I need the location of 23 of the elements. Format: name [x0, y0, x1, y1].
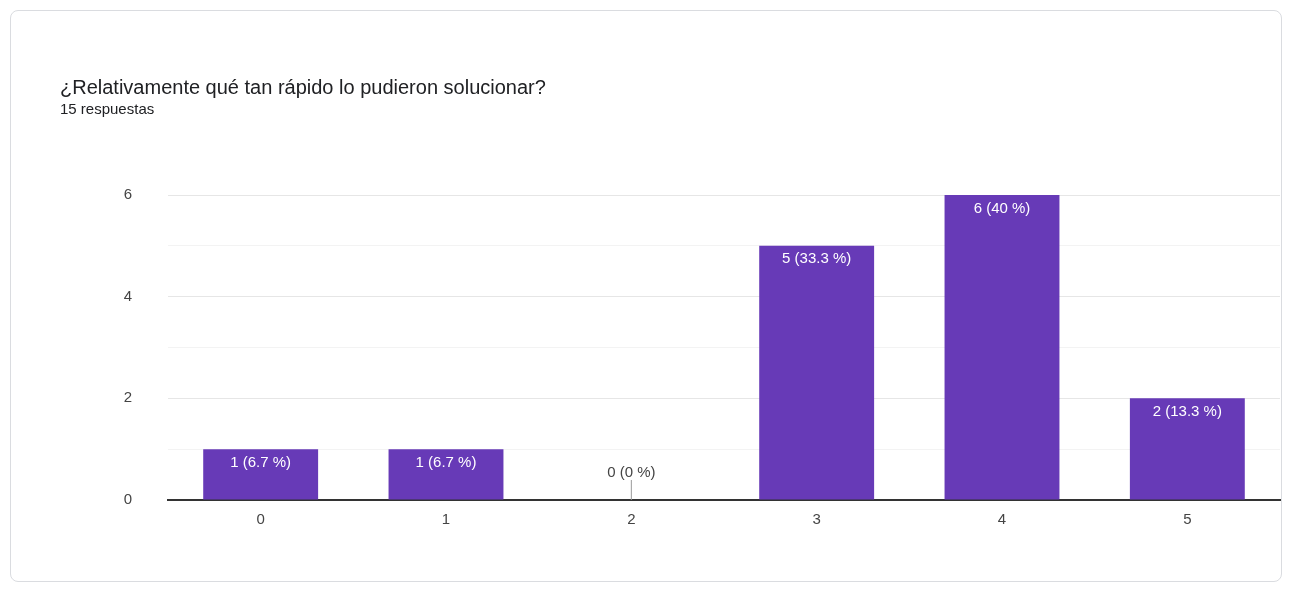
data-label: 5 (33.3 %): [782, 249, 852, 267]
bar: [759, 245, 875, 500]
y-tick-label: 6: [123, 185, 132, 203]
chart-title: ¿Relativamente qué tan rápido lo pudieron solucionar?: [60, 76, 546, 99]
data-label: 6 (40 %): [973, 198, 1031, 216]
x-tick-label: 3: [812, 510, 821, 528]
bar: [944, 195, 1060, 500]
x-tick-label: 0: [256, 510, 265, 528]
data-label: 1 (6.7 %): [230, 452, 292, 470]
data-label: 0 (0 %): [607, 462, 656, 480]
y-tick-label: 0: [123, 490, 132, 508]
y-tick-label: 2: [123, 388, 132, 406]
y-tick-label: 4: [123, 286, 132, 304]
bar: [203, 449, 319, 500]
data-label: 2 (13.3 %): [1152, 401, 1222, 419]
chart-subtitle: 15 respuestas: [60, 100, 155, 117]
x-tick-label: 5: [1183, 510, 1192, 528]
x-tick-label: 4: [997, 510, 1007, 528]
x-tick-label: 2: [627, 510, 636, 528]
bar: [388, 449, 504, 500]
data-label: 1 (6.7 %): [415, 452, 477, 470]
bar: [1129, 398, 1245, 500]
x-tick-label: 1: [441, 510, 451, 528]
